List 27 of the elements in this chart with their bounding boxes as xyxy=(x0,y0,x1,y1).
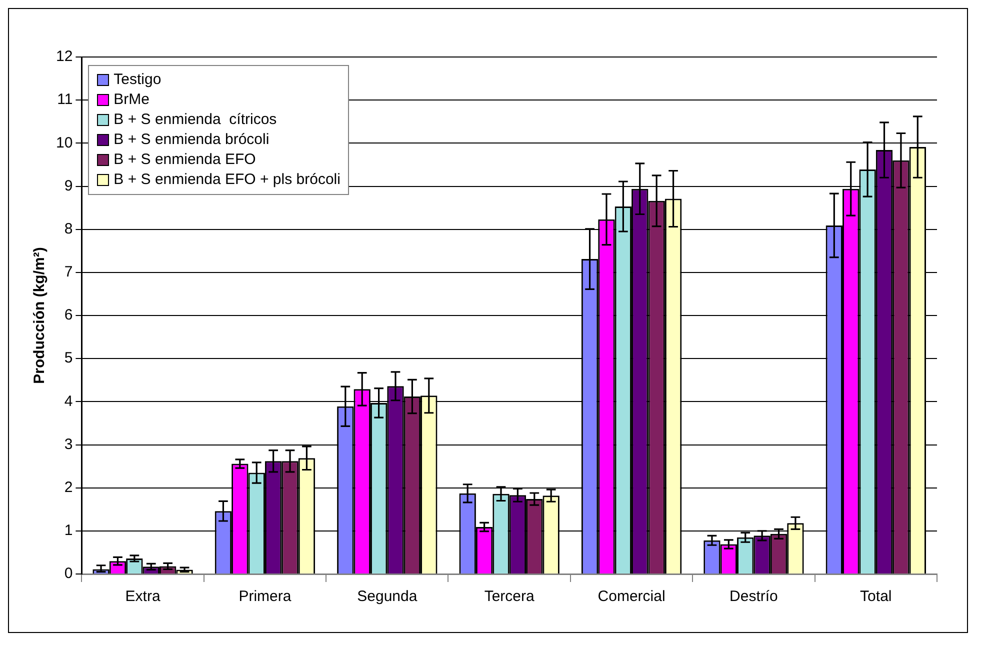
x-tick-label: Comercial xyxy=(598,588,666,606)
y-tick-label: 8 xyxy=(64,220,73,238)
x-tick-label: Tercera xyxy=(484,588,535,606)
legend-label: B + S enmienda EFO + pls brócoli xyxy=(114,170,340,190)
y-tick-label: 3 xyxy=(64,436,73,453)
y-axis-title: Producción (kg/m²) xyxy=(31,247,48,384)
legend-label: B + S enmienda brócoli xyxy=(114,130,270,150)
legend-label: Testigo xyxy=(114,70,162,90)
y-tick-label: 2 xyxy=(64,478,73,496)
y-tick-label: 9 xyxy=(64,177,73,194)
x-tick-label: Extra xyxy=(125,588,161,606)
y-tick-label: 7 xyxy=(64,264,73,281)
x-tick-label: Segunda xyxy=(357,588,418,606)
x-tick-label: Total xyxy=(860,588,892,606)
x-tick-label: Destrío xyxy=(730,588,778,606)
legend-label: BrMe xyxy=(114,90,150,110)
x-tick-label: Primera xyxy=(238,588,292,606)
y-tick-label: 12 xyxy=(56,48,73,66)
y-tick-label: 10 xyxy=(56,134,73,152)
legend-label: B + S enmienda EFO xyxy=(114,150,256,170)
y-tick-label: 5 xyxy=(64,350,73,367)
legend-label: B + S enmienda cítricos xyxy=(114,110,277,130)
y-tick-label: 11 xyxy=(57,91,73,108)
y-tick-label: 1 xyxy=(64,522,73,540)
y-tick-label: 6 xyxy=(64,306,73,324)
y-tick-label: 0 xyxy=(64,565,73,582)
y-tick-label: 4 xyxy=(64,392,73,410)
